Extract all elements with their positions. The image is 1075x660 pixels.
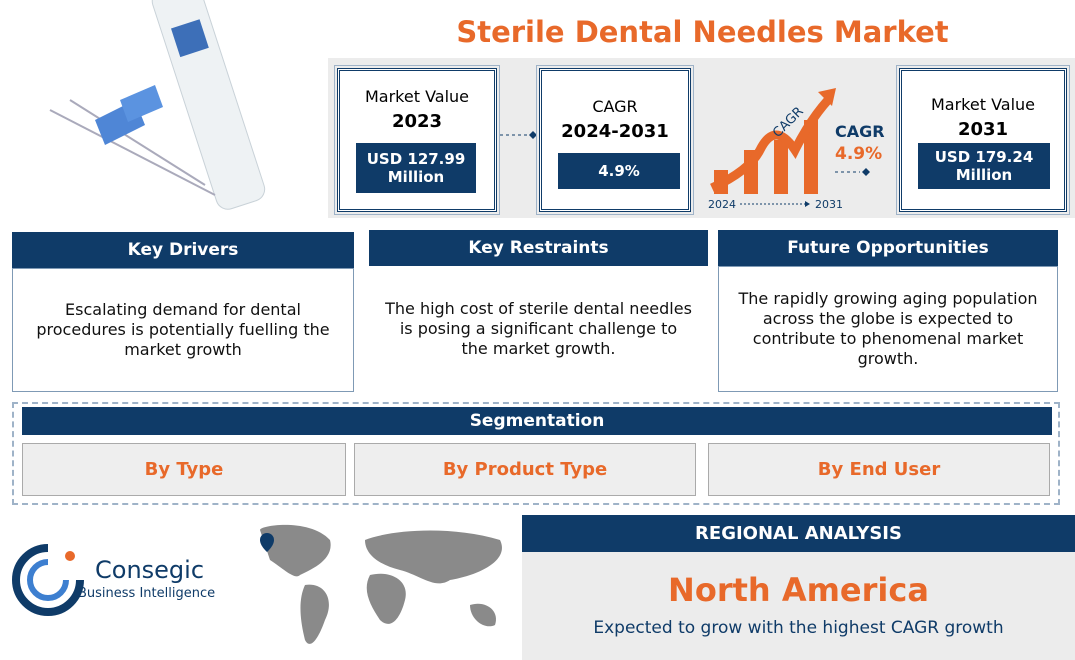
regional-text: Expected to grow with the highest CAGR g… bbox=[593, 618, 1004, 638]
world-map bbox=[260, 524, 502, 644]
end-year: 2031 bbox=[815, 198, 843, 211]
segmentation-title: Segmentation bbox=[22, 407, 1052, 435]
start-year: 2024 bbox=[708, 198, 736, 211]
stat-box: CAGR 2024-2031 4.9% bbox=[536, 65, 694, 215]
stat-box: Market Value 2023 USD 127.99 Million bbox=[334, 65, 500, 215]
title: Sterile Dental Needles Market bbox=[456, 15, 949, 49]
stat-period: 2024-2031 bbox=[561, 121, 669, 142]
stat-year: 2023 bbox=[391, 111, 443, 132]
stat-value: USD 127.99 Million bbox=[356, 143, 476, 193]
panel-text: The rapidly growing aging population acr… bbox=[718, 266, 1058, 392]
panel-title: Future Opportunities bbox=[718, 230, 1058, 266]
needle-image bbox=[49, 0, 266, 210]
segment: By Product Type bbox=[354, 443, 696, 496]
graphic-value: 4.9% bbox=[835, 144, 883, 164]
region: North America bbox=[668, 571, 929, 609]
cagr-graphic bbox=[710, 88, 870, 207]
logo-tagline: Business Intelligence bbox=[78, 586, 216, 601]
logo-name: Consegic bbox=[95, 556, 205, 584]
connector bbox=[500, 131, 537, 139]
segment: By Type bbox=[22, 443, 346, 496]
graphic-label: CAGR bbox=[835, 122, 885, 141]
stat-label: Market Value bbox=[364, 87, 470, 106]
panel-title: Key Restraints bbox=[369, 230, 708, 266]
logo-mark bbox=[12, 544, 84, 616]
stat-label: Market Value bbox=[930, 95, 1036, 114]
stat-year: 2031 bbox=[957, 119, 1009, 140]
segment: By End User bbox=[708, 443, 1050, 496]
stat-value: 4.9% bbox=[558, 153, 680, 189]
panel-title: Key Drivers bbox=[12, 232, 354, 268]
regional-title: REGIONAL ANALYSIS bbox=[522, 515, 1075, 552]
stat-value: USD 179.24 Million bbox=[918, 143, 1050, 189]
stat-label: CAGR bbox=[592, 97, 638, 116]
stat-box: Market Value 2031 USD 179.24 Million bbox=[896, 65, 1070, 215]
segmentation-frame bbox=[12, 402, 1060, 505]
panel-text: Escalating demand for dental procedures … bbox=[12, 268, 354, 392]
panel-text: The high cost of sterile dental needles … bbox=[385, 299, 692, 358]
